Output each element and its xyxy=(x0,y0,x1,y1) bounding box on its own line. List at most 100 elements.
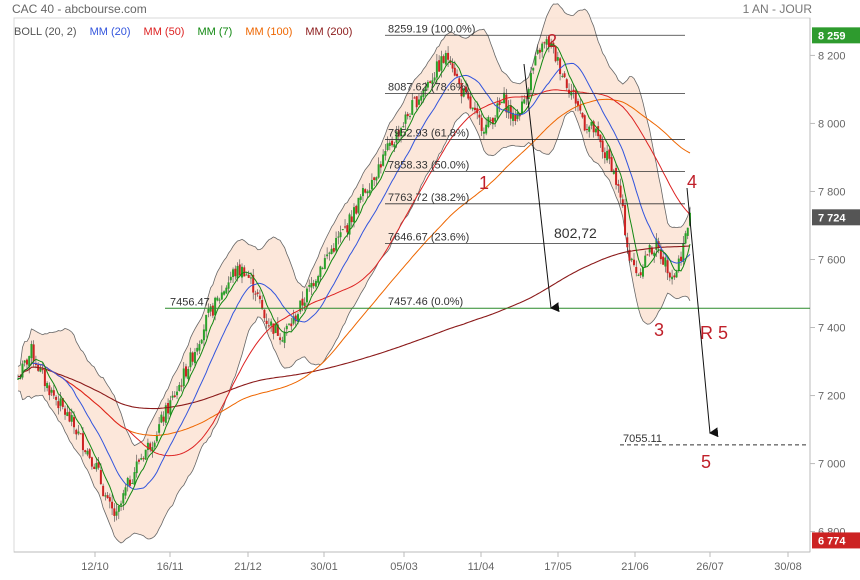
candle-body xyxy=(359,196,362,200)
candle-body xyxy=(588,126,591,132)
candle-body xyxy=(151,447,154,452)
candle-body xyxy=(388,142,391,146)
candle-body xyxy=(77,431,80,434)
candle-body xyxy=(500,101,503,104)
candle-body xyxy=(619,185,622,198)
candle-body xyxy=(70,415,73,422)
candle-body xyxy=(214,297,217,316)
candle-body xyxy=(59,398,62,406)
candle-body xyxy=(290,323,293,327)
candle-body xyxy=(332,248,335,252)
candle-body xyxy=(361,188,364,197)
fib-label: 7646.67 (23.6%) xyxy=(388,232,469,244)
candle-body xyxy=(458,78,461,85)
candle-body xyxy=(668,272,671,278)
candle-body xyxy=(229,276,232,281)
candle-body xyxy=(603,152,606,159)
candle-body xyxy=(529,73,532,91)
candle-body xyxy=(666,260,669,274)
legend-item: MM (200) xyxy=(305,26,353,38)
wave-label: 5 xyxy=(701,452,711,472)
candle-body xyxy=(299,300,302,312)
candle-body xyxy=(160,414,163,423)
candle-body xyxy=(330,248,333,255)
candle-body xyxy=(312,283,315,286)
candle-body xyxy=(57,401,60,409)
bollinger-upper xyxy=(17,3,691,447)
candle-body xyxy=(489,119,492,121)
candle-body xyxy=(516,112,519,119)
bollinger-band xyxy=(18,3,690,544)
candle-body xyxy=(507,106,510,114)
candle-body xyxy=(146,442,149,451)
candle-body xyxy=(73,417,75,428)
candle-body xyxy=(126,478,129,487)
candle-body xyxy=(480,117,483,132)
candle-body xyxy=(628,249,631,261)
candle-body xyxy=(574,90,577,104)
candle-body xyxy=(496,103,499,118)
wave-label: 4 xyxy=(687,172,697,192)
candle-body xyxy=(66,412,69,417)
candle-body xyxy=(556,57,559,61)
candle-body xyxy=(482,131,485,134)
candle-body xyxy=(301,298,304,306)
y-tick-label: 7 200 xyxy=(818,391,846,403)
candle-body xyxy=(509,105,512,119)
x-tick-label: 16/11 xyxy=(157,561,184,573)
candle-body xyxy=(344,226,347,228)
candle-body xyxy=(565,79,568,88)
candle-body xyxy=(366,191,369,194)
x-tick-label: 21/06 xyxy=(621,561,649,573)
x-tick-label: 12/10 xyxy=(81,561,109,573)
candle-body xyxy=(258,295,261,300)
candle-body xyxy=(426,81,429,88)
candle-body xyxy=(52,390,55,396)
candle-body xyxy=(187,368,190,379)
candle-body xyxy=(43,369,46,387)
candle-body xyxy=(601,140,604,153)
candle-body xyxy=(498,100,501,105)
support-label: 7456.47 xyxy=(170,296,210,308)
x-tick-label: 30/01 xyxy=(310,561,338,573)
wave-label: R 5 xyxy=(700,323,728,343)
candle-body xyxy=(386,143,389,151)
candle-body xyxy=(79,433,82,435)
candle-body xyxy=(680,256,683,262)
candle-body xyxy=(104,495,107,497)
candle-body xyxy=(583,115,586,131)
candle-body xyxy=(610,157,613,172)
candle-body xyxy=(534,56,537,66)
candle-body xyxy=(624,205,627,235)
candle-body xyxy=(144,449,147,460)
candle-body xyxy=(671,276,674,280)
price-badge xyxy=(812,532,860,549)
y-tick-label: 7 600 xyxy=(818,254,846,266)
candle-body xyxy=(682,243,685,262)
candle-body xyxy=(348,214,351,235)
candle-body xyxy=(99,470,102,485)
period-selector[interactable]: 1 AN - JOUR xyxy=(742,2,812,16)
candle-body xyxy=(23,360,26,363)
price-badge-label: 7 724 xyxy=(818,212,846,224)
candle-body xyxy=(491,117,494,125)
candle-body xyxy=(149,443,152,450)
candle-body xyxy=(391,140,394,146)
candle-body xyxy=(653,252,656,256)
fib-label: 8087.62 (78.6%) xyxy=(388,82,469,94)
candle-body xyxy=(353,207,355,223)
candle-body xyxy=(95,462,98,470)
candle-body xyxy=(462,88,465,97)
x-tick-label: 30/08 xyxy=(774,561,802,573)
y-tick-label: 8 000 xyxy=(818,118,846,130)
candle-body xyxy=(485,124,488,134)
candle-body xyxy=(521,101,523,115)
candle-body xyxy=(162,416,165,422)
candle-body xyxy=(48,385,51,396)
candle-body xyxy=(41,368,44,371)
candle-body xyxy=(317,276,320,283)
candle-body xyxy=(252,274,255,293)
candle-body xyxy=(467,92,470,99)
y-tick-label: 7 400 xyxy=(818,323,846,335)
